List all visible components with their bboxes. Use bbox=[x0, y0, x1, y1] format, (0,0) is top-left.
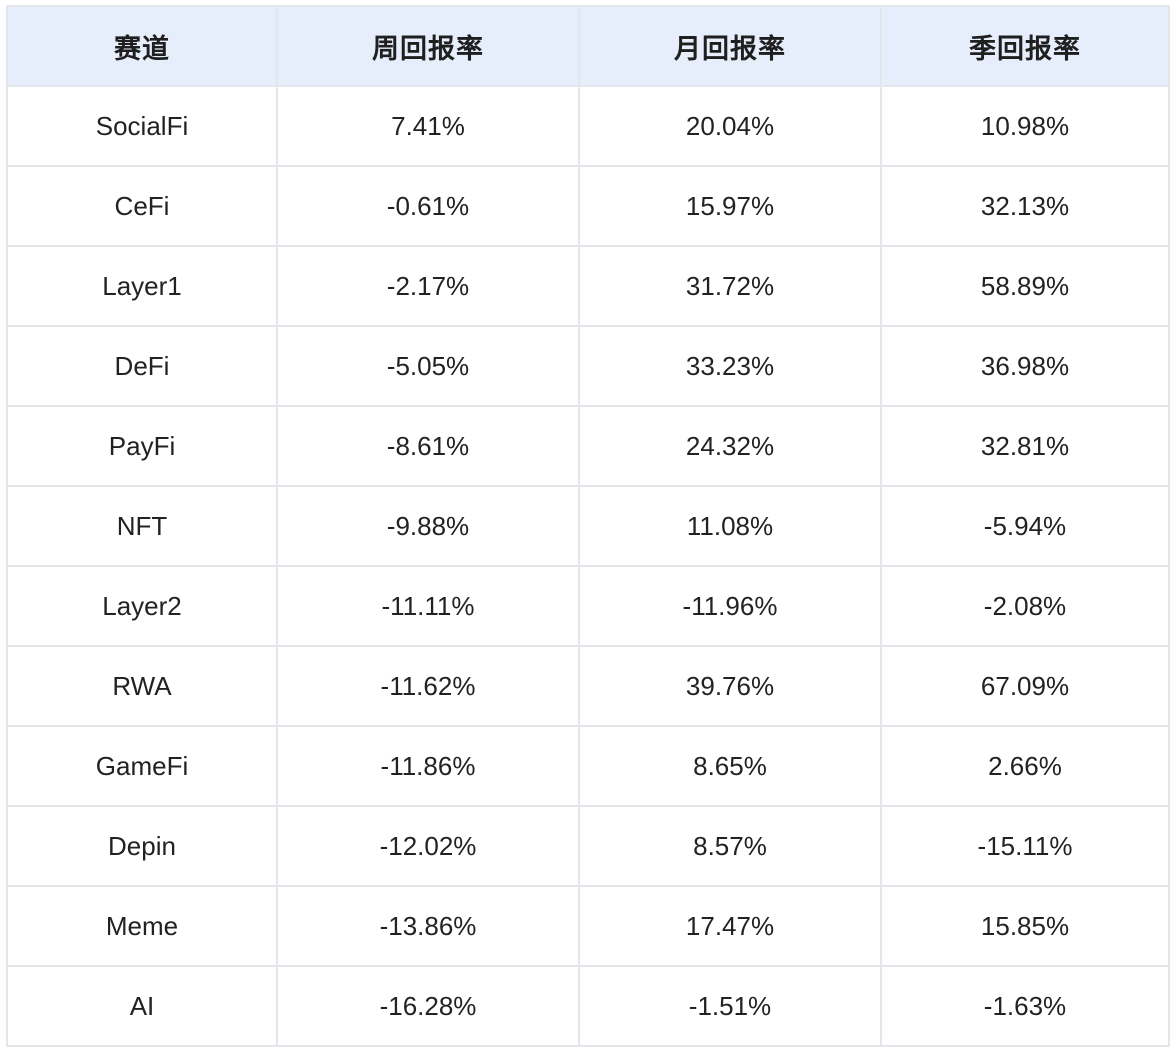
cell-monthly: 33.23% bbox=[578, 325, 882, 407]
cell-quarterly: -2.08% bbox=[880, 565, 1170, 647]
header-weekly-return: 周回报率 bbox=[276, 5, 580, 87]
table-row: Meme -13.86% 17.47% 15.85% bbox=[6, 885, 1170, 967]
cell-weekly: -5.05% bbox=[276, 325, 580, 407]
cell-quarterly: 15.85% bbox=[880, 885, 1170, 967]
cell-sector: Meme bbox=[6, 885, 278, 967]
cell-monthly: 15.97% bbox=[578, 165, 882, 247]
table-row: Layer1 -2.17% 31.72% 58.89% bbox=[6, 245, 1170, 327]
cell-sector: NFT bbox=[6, 485, 278, 567]
table-row: GameFi -11.86% 8.65% 2.66% bbox=[6, 725, 1170, 807]
table-row: Layer2 -11.11% -11.96% -2.08% bbox=[6, 565, 1170, 647]
header-sector: 赛道 bbox=[6, 5, 278, 87]
cell-quarterly: 58.89% bbox=[880, 245, 1170, 327]
header-row: 赛道 周回报率 月回报率 季回报率 bbox=[6, 5, 1170, 87]
cell-sector: SocialFi bbox=[6, 85, 278, 167]
cell-monthly: 11.08% bbox=[578, 485, 882, 567]
cell-quarterly: 10.98% bbox=[880, 85, 1170, 167]
cell-quarterly: 36.98% bbox=[880, 325, 1170, 407]
cell-sector: AI bbox=[6, 965, 278, 1047]
table-row: SocialFi 7.41% 20.04% 10.98% bbox=[6, 85, 1170, 167]
cell-monthly: -1.51% bbox=[578, 965, 882, 1047]
cell-weekly: -12.02% bbox=[276, 805, 580, 887]
cell-monthly: 17.47% bbox=[578, 885, 882, 967]
cell-monthly: 39.76% bbox=[578, 645, 882, 727]
cell-sector: GameFi bbox=[6, 725, 278, 807]
cell-sector: CeFi bbox=[6, 165, 278, 247]
cell-weekly: -13.86% bbox=[276, 885, 580, 967]
table-row: PayFi -8.61% 24.32% 32.81% bbox=[6, 405, 1170, 487]
cell-weekly: -11.11% bbox=[276, 565, 580, 647]
table-row: RWA -11.62% 39.76% 67.09% bbox=[6, 645, 1170, 727]
cell-quarterly: 32.81% bbox=[880, 405, 1170, 487]
cell-sector: Layer2 bbox=[6, 565, 278, 647]
header-quarterly-return: 季回报率 bbox=[880, 5, 1170, 87]
cell-weekly: -16.28% bbox=[276, 965, 580, 1047]
cell-sector: PayFi bbox=[6, 405, 278, 487]
cell-weekly: 7.41% bbox=[276, 85, 580, 167]
cell-monthly: 8.57% bbox=[578, 805, 882, 887]
cell-monthly: 8.65% bbox=[578, 725, 882, 807]
cell-sector: RWA bbox=[6, 645, 278, 727]
table-header: 赛道 周回报率 月回报率 季回报率 bbox=[6, 5, 1170, 87]
cell-quarterly: 67.09% bbox=[880, 645, 1170, 727]
cell-sector: Layer1 bbox=[6, 245, 278, 327]
cell-monthly: 20.04% bbox=[578, 85, 882, 167]
cell-sector: DeFi bbox=[6, 325, 278, 407]
cell-weekly: -2.17% bbox=[276, 245, 580, 327]
cell-weekly: -8.61% bbox=[276, 405, 580, 487]
cell-weekly: -0.61% bbox=[276, 165, 580, 247]
table-row: AI -16.28% -1.51% -1.63% bbox=[6, 965, 1170, 1047]
table-body: SocialFi 7.41% 20.04% 10.98% CeFi -0.61%… bbox=[6, 85, 1170, 1047]
cell-monthly: 24.32% bbox=[578, 405, 882, 487]
cell-quarterly: -1.63% bbox=[880, 965, 1170, 1047]
cell-quarterly: 32.13% bbox=[880, 165, 1170, 247]
cell-weekly: -11.62% bbox=[276, 645, 580, 727]
cell-quarterly: -15.11% bbox=[880, 805, 1170, 887]
table-row: Depin -12.02% 8.57% -15.11% bbox=[6, 805, 1170, 887]
table-row: NFT -9.88% 11.08% -5.94% bbox=[6, 485, 1170, 567]
header-monthly-return: 月回报率 bbox=[578, 5, 882, 87]
table-row: CeFi -0.61% 15.97% 32.13% bbox=[6, 165, 1170, 247]
table-row: DeFi -5.05% 33.23% 36.98% bbox=[6, 325, 1170, 407]
cell-weekly: -9.88% bbox=[276, 485, 580, 567]
cell-monthly: 31.72% bbox=[578, 245, 882, 327]
cell-quarterly: 2.66% bbox=[880, 725, 1170, 807]
cell-quarterly: -5.94% bbox=[880, 485, 1170, 567]
cell-sector: Depin bbox=[6, 805, 278, 887]
sector-returns-table: 赛道 周回报率 月回报率 季回报率 SocialFi 7.41% 20.04% … bbox=[6, 5, 1170, 1047]
cell-monthly: -11.96% bbox=[578, 565, 882, 647]
cell-weekly: -11.86% bbox=[276, 725, 580, 807]
